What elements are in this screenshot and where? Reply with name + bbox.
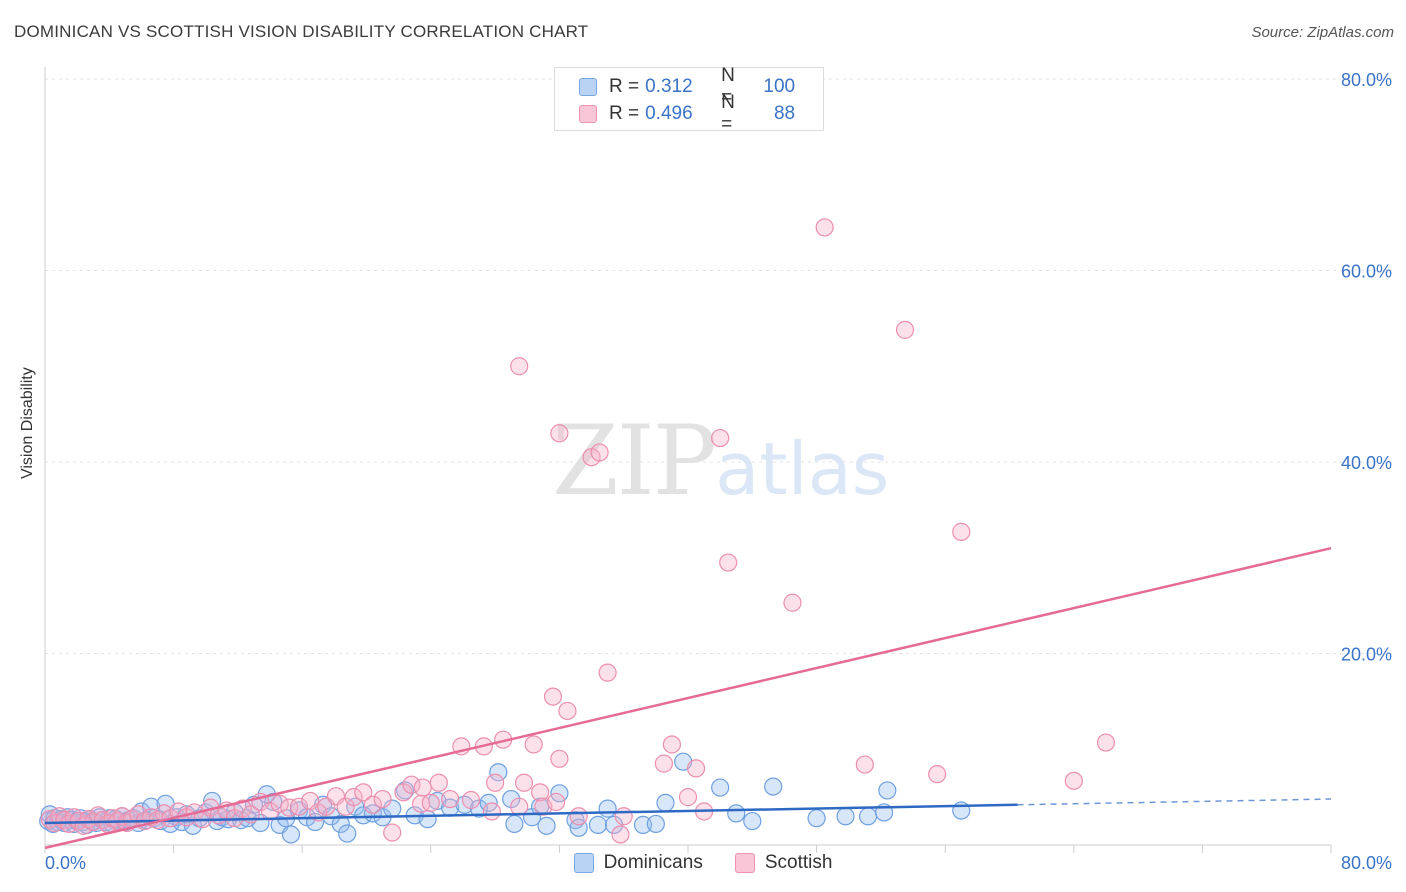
scottish-point	[543, 687, 563, 706]
scottish-point	[413, 778, 432, 797]
scottish-point	[547, 792, 566, 812]
scottish-point	[598, 663, 617, 682]
scottish-point	[383, 823, 402, 842]
y-tick-label: 80.0%	[1341, 70, 1392, 90]
legend-label-dominicans: Dominicans	[603, 852, 703, 873]
y-tick-label: 40.0%	[1341, 453, 1392, 473]
dominican-point	[588, 815, 608, 834]
legend-r-label: R =	[609, 103, 640, 124]
scottish-point	[614, 807, 633, 826]
scottish-point	[895, 320, 915, 339]
dominican-point	[418, 810, 437, 829]
scottish-point	[928, 765, 947, 784]
scottish-point	[711, 428, 730, 448]
dominican-point	[727, 804, 746, 823]
scottish-point	[550, 424, 569, 443]
x-tick-label: 80.0%	[1341, 853, 1392, 873]
dominican-point	[764, 777, 783, 796]
chart-title: DOMINICAN VS SCOTTISH VISION DISABILITY …	[14, 22, 589, 41]
dominican-point	[489, 763, 508, 782]
legend-r-value: 0.312	[645, 76, 693, 97]
dominican-point	[711, 778, 730, 797]
scottish-point	[550, 749, 569, 768]
scottish-point	[719, 553, 738, 572]
scottish-point	[686, 759, 706, 778]
dominican-point	[598, 799, 617, 818]
dominican-point	[338, 824, 357, 843]
scottish-point	[461, 790, 481, 810]
scottish-point	[510, 357, 529, 376]
scottish-point	[486, 773, 505, 792]
scottish-point	[354, 783, 373, 802]
scottish-point	[429, 773, 448, 792]
legend-n-value: 100	[763, 76, 796, 97]
scottish-trend-line	[44, 546, 1332, 850]
legend-row-scottish: R = 0.496 N = 88	[579, 92, 796, 135]
scottish-point	[344, 788, 363, 807]
y-tick-label: 60.0%	[1341, 262, 1392, 282]
scottish-point	[440, 789, 460, 809]
dominican-point	[743, 811, 762, 831]
legend-row-dominicans: R = 0.312 N = 100	[579, 65, 796, 108]
legend-item-dominicans[interactable]: Dominicans	[573, 852, 703, 874]
scottish-point	[1064, 771, 1083, 790]
scottish-point	[783, 593, 802, 612]
dominican-point	[331, 814, 350, 834]
legend-r-label: R =	[609, 76, 640, 97]
legend-item-scottish[interactable]: Scottish	[734, 852, 833, 874]
dominican-point	[656, 793, 675, 812]
dominican-point	[878, 781, 897, 800]
scottish-point	[815, 218, 834, 237]
dominican-point	[281, 825, 301, 844]
scottish-point	[510, 797, 529, 816]
legend-n-label: N =	[721, 92, 735, 135]
scottish-point	[280, 798, 299, 817]
scottish-point	[678, 788, 698, 807]
scottish-point	[482, 802, 501, 821]
y-tick-label: 20.0%	[1341, 645, 1392, 665]
scottish-point	[952, 522, 971, 541]
source-label: Source: ZipAtlas.com	[1251, 24, 1394, 41]
legend-swatch-blue	[573, 853, 594, 873]
scottish-point	[569, 807, 588, 826]
dominican-point	[858, 807, 878, 826]
legend-r-value: 0.496	[645, 103, 693, 124]
correlation-legend: R = 0.312 N = 100 R = 0.496 N = 88	[554, 65, 824, 135]
dominican-trend-extension	[1017, 798, 1332, 806]
dominican-point	[633, 815, 653, 834]
dominican-point	[836, 807, 855, 826]
x-tick-label: 0.0%	[45, 853, 86, 873]
legend-label-scottish: Scottish	[764, 852, 833, 873]
scottish-point	[363, 795, 383, 814]
legend-n-value: 88	[773, 103, 796, 124]
legend-swatch-pink	[579, 105, 597, 123]
legend-swatch-pink	[734, 853, 755, 873]
dominican-point	[807, 809, 826, 828]
series-legend: Dominicans Scottish	[0, 852, 1406, 874]
scottish-point	[524, 735, 543, 754]
dominican-point	[537, 816, 556, 835]
dominican-trend-line	[44, 803, 1018, 825]
scottish-point	[531, 783, 550, 802]
dominican-point	[505, 814, 524, 834]
scottish-point	[289, 797, 309, 816]
scottish-point	[558, 701, 577, 721]
scottish-point	[1096, 733, 1116, 752]
scottish-point	[373, 789, 392, 809]
scottish-point	[514, 773, 534, 792]
legend-swatch-blue	[579, 78, 597, 96]
scottish-point	[270, 794, 289, 813]
scottish-point	[421, 793, 440, 812]
scottish-point	[654, 754, 673, 773]
scottish-point	[402, 775, 421, 794]
legend-n-label: N =	[721, 65, 735, 108]
scottish-point	[611, 825, 630, 844]
scottish-point	[662, 735, 682, 754]
dominican-point	[646, 814, 665, 834]
scottish-point	[855, 755, 874, 774]
scottish-point	[590, 443, 609, 462]
